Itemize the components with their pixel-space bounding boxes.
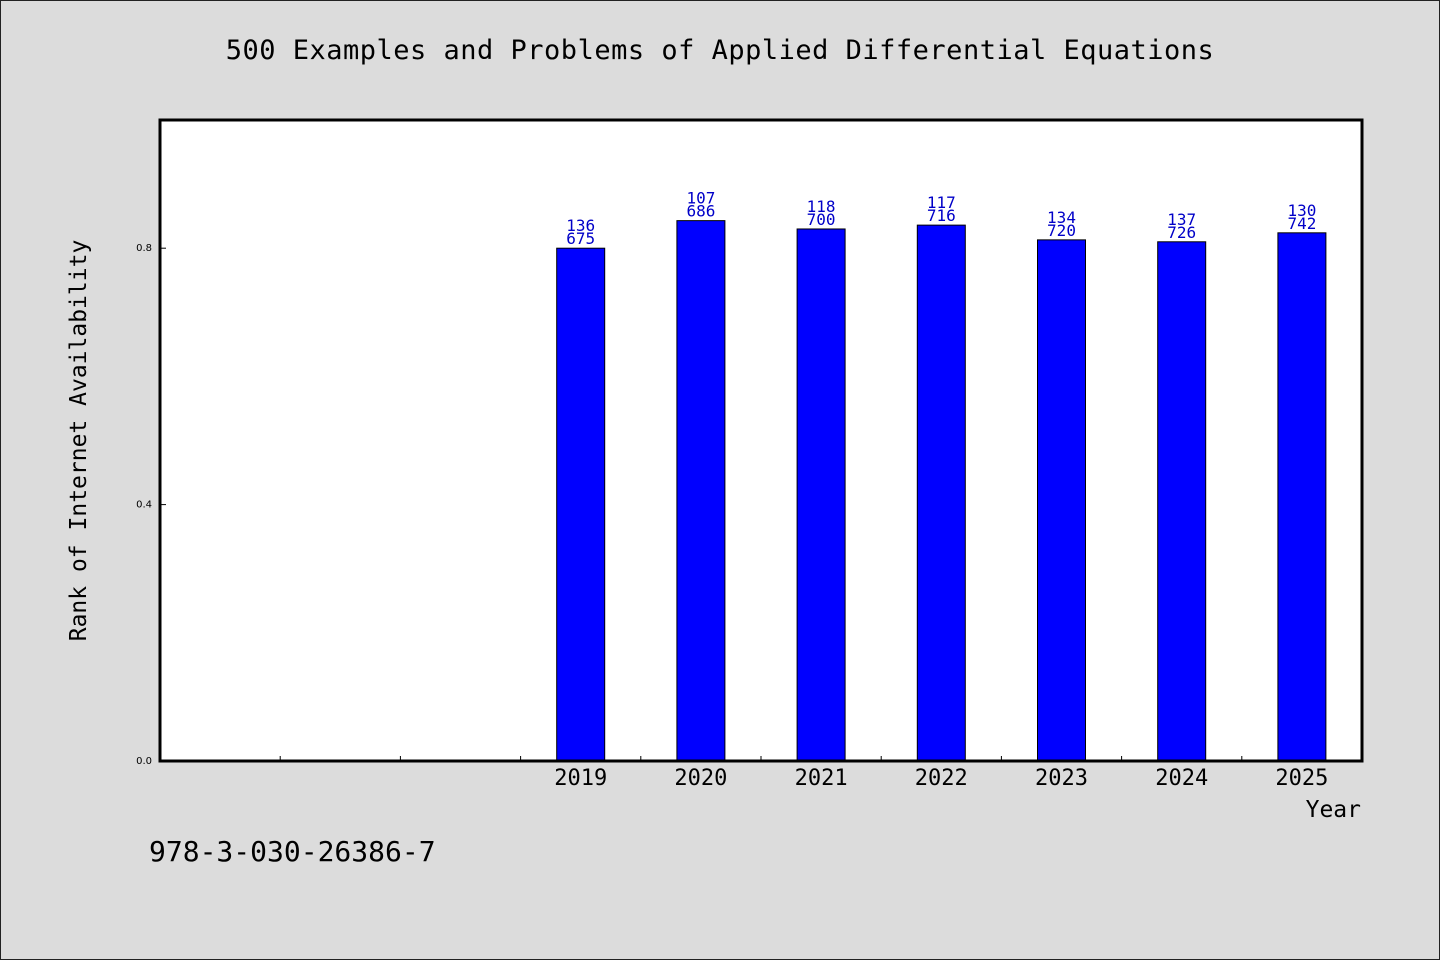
data-label-bottom-2023: 720 [1047,221,1076,240]
x-axis-title: Year [1306,797,1361,823]
bar-2020 [676,220,726,762]
x-tick-label-2019: 2019 [554,766,607,791]
data-label-top-2021: 118 [807,197,836,216]
x-tick-label-2021: 2021 [795,766,848,791]
data-label-top-2024: 137 [1167,210,1196,229]
y-tick-label: 0.0 [136,756,152,767]
bar-2024 [1157,241,1207,762]
x-tick-label-2023: 2023 [1035,766,1088,791]
isbn-label: 978-3-030-26386-7 [149,835,436,868]
data-label-bottom-2021: 700 [807,210,836,229]
x-tick-label-2024: 2024 [1155,766,1208,791]
data-label-bottom-2024: 726 [1167,223,1196,242]
bar-2022 [916,224,966,762]
bar-2021 [796,228,846,762]
data-label-top-2019: 136 [566,216,595,235]
data-label-bottom-2019: 675 [566,229,595,248]
chart-title: 500 Examples and Problems of Applied Dif… [225,35,1215,66]
data-label-bottom-2022: 716 [927,206,956,225]
data-label-bottom-2020: 686 [686,202,715,221]
y-tick-label: 0.8 [136,243,152,254]
x-tick-label-2020: 2020 [674,766,727,791]
data-label-top-2022: 117 [927,193,956,212]
y-tick-label: 0.4 [136,500,152,511]
y-axis-title: Rank of Internet Availability [66,240,92,642]
data-label-top-2023: 134 [1047,208,1076,227]
data-label-top-2020: 107 [686,189,715,208]
x-tick-label-2022: 2022 [915,766,968,791]
data-label-bottom-2025: 742 [1287,214,1316,233]
bar-2023 [1037,239,1086,762]
bar-2025 [1277,232,1327,762]
x-tick-label-2025: 2025 [1275,766,1328,791]
bar-2019 [556,247,606,762]
data-label-top-2025: 130 [1287,201,1316,220]
